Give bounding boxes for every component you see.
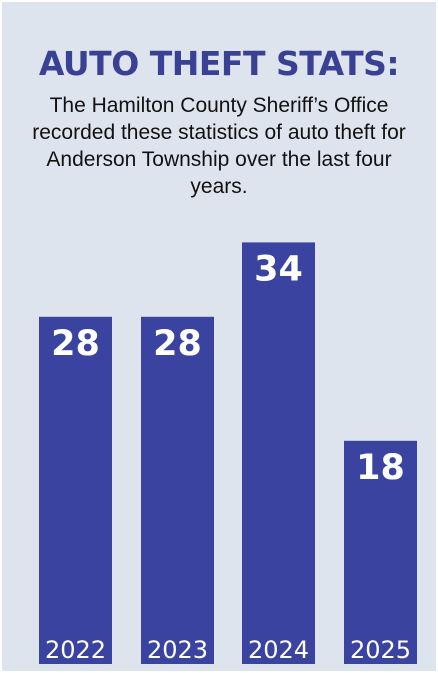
chart-title: AUTO THEFT STATS: xyxy=(38,44,400,83)
chart-description: The Hamilton County Sheriff’s Office rec… xyxy=(32,94,406,198)
bar-group: 28 2022 28 2023 34 2024 18 2025 xyxy=(39,242,417,664)
bar-2022 xyxy=(39,316,112,664)
bar-year-label: 2022 xyxy=(45,636,106,664)
bar-value-label: 28 xyxy=(153,324,202,364)
bar-value-label: 18 xyxy=(356,448,405,488)
bar-year-label: 2025 xyxy=(350,636,411,664)
bar-2025 xyxy=(344,440,417,664)
bar-2024 xyxy=(242,242,315,664)
bar-year-label: 2024 xyxy=(248,636,309,664)
bar-value-label: 28 xyxy=(51,324,100,364)
bar-2023 xyxy=(141,316,214,664)
bar-value-label: 34 xyxy=(254,249,303,289)
bar-year-label: 2023 xyxy=(147,636,208,664)
